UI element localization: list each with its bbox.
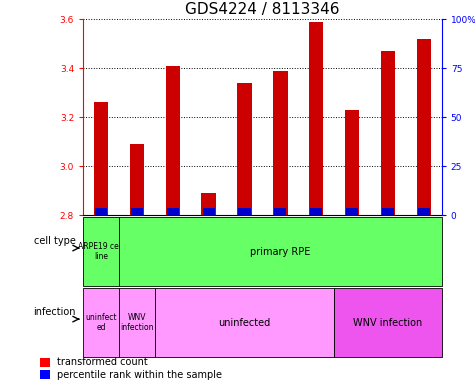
Bar [345, 110, 359, 215]
Bar [417, 39, 431, 215]
Bar [40, 358, 50, 367]
Text: ARPE19 cell
line: ARPE19 cell line [78, 242, 124, 261]
Bar [238, 83, 252, 215]
Text: WNV infection: WNV infection [353, 318, 423, 328]
Bar [238, 208, 251, 215]
Bar [94, 103, 108, 215]
Bar [381, 51, 395, 215]
Bar [274, 208, 286, 215]
Title: GDS4224 / 8113346: GDS4224 / 8113346 [185, 2, 340, 17]
Bar [130, 144, 144, 215]
Text: infection: infection [33, 307, 76, 317]
Text: percentile rank within the sample: percentile rank within the sample [57, 370, 221, 380]
Bar [202, 208, 215, 215]
Bar [167, 208, 179, 215]
Text: transformed count: transformed count [57, 358, 147, 367]
Bar [273, 71, 287, 215]
Bar [418, 208, 430, 215]
Bar [309, 22, 323, 215]
Bar [131, 208, 143, 215]
Bar [310, 208, 323, 215]
Bar [346, 208, 358, 215]
Text: cell type: cell type [34, 236, 76, 246]
Text: primary RPE: primary RPE [250, 247, 311, 257]
Bar [40, 370, 50, 379]
Text: uninfect
ed: uninfect ed [86, 313, 117, 332]
Bar [95, 208, 107, 215]
Text: uninfected: uninfected [218, 318, 271, 328]
Bar [201, 193, 216, 215]
Bar [382, 208, 394, 215]
Text: WNV
infection: WNV infection [120, 313, 154, 332]
Bar [166, 66, 180, 215]
